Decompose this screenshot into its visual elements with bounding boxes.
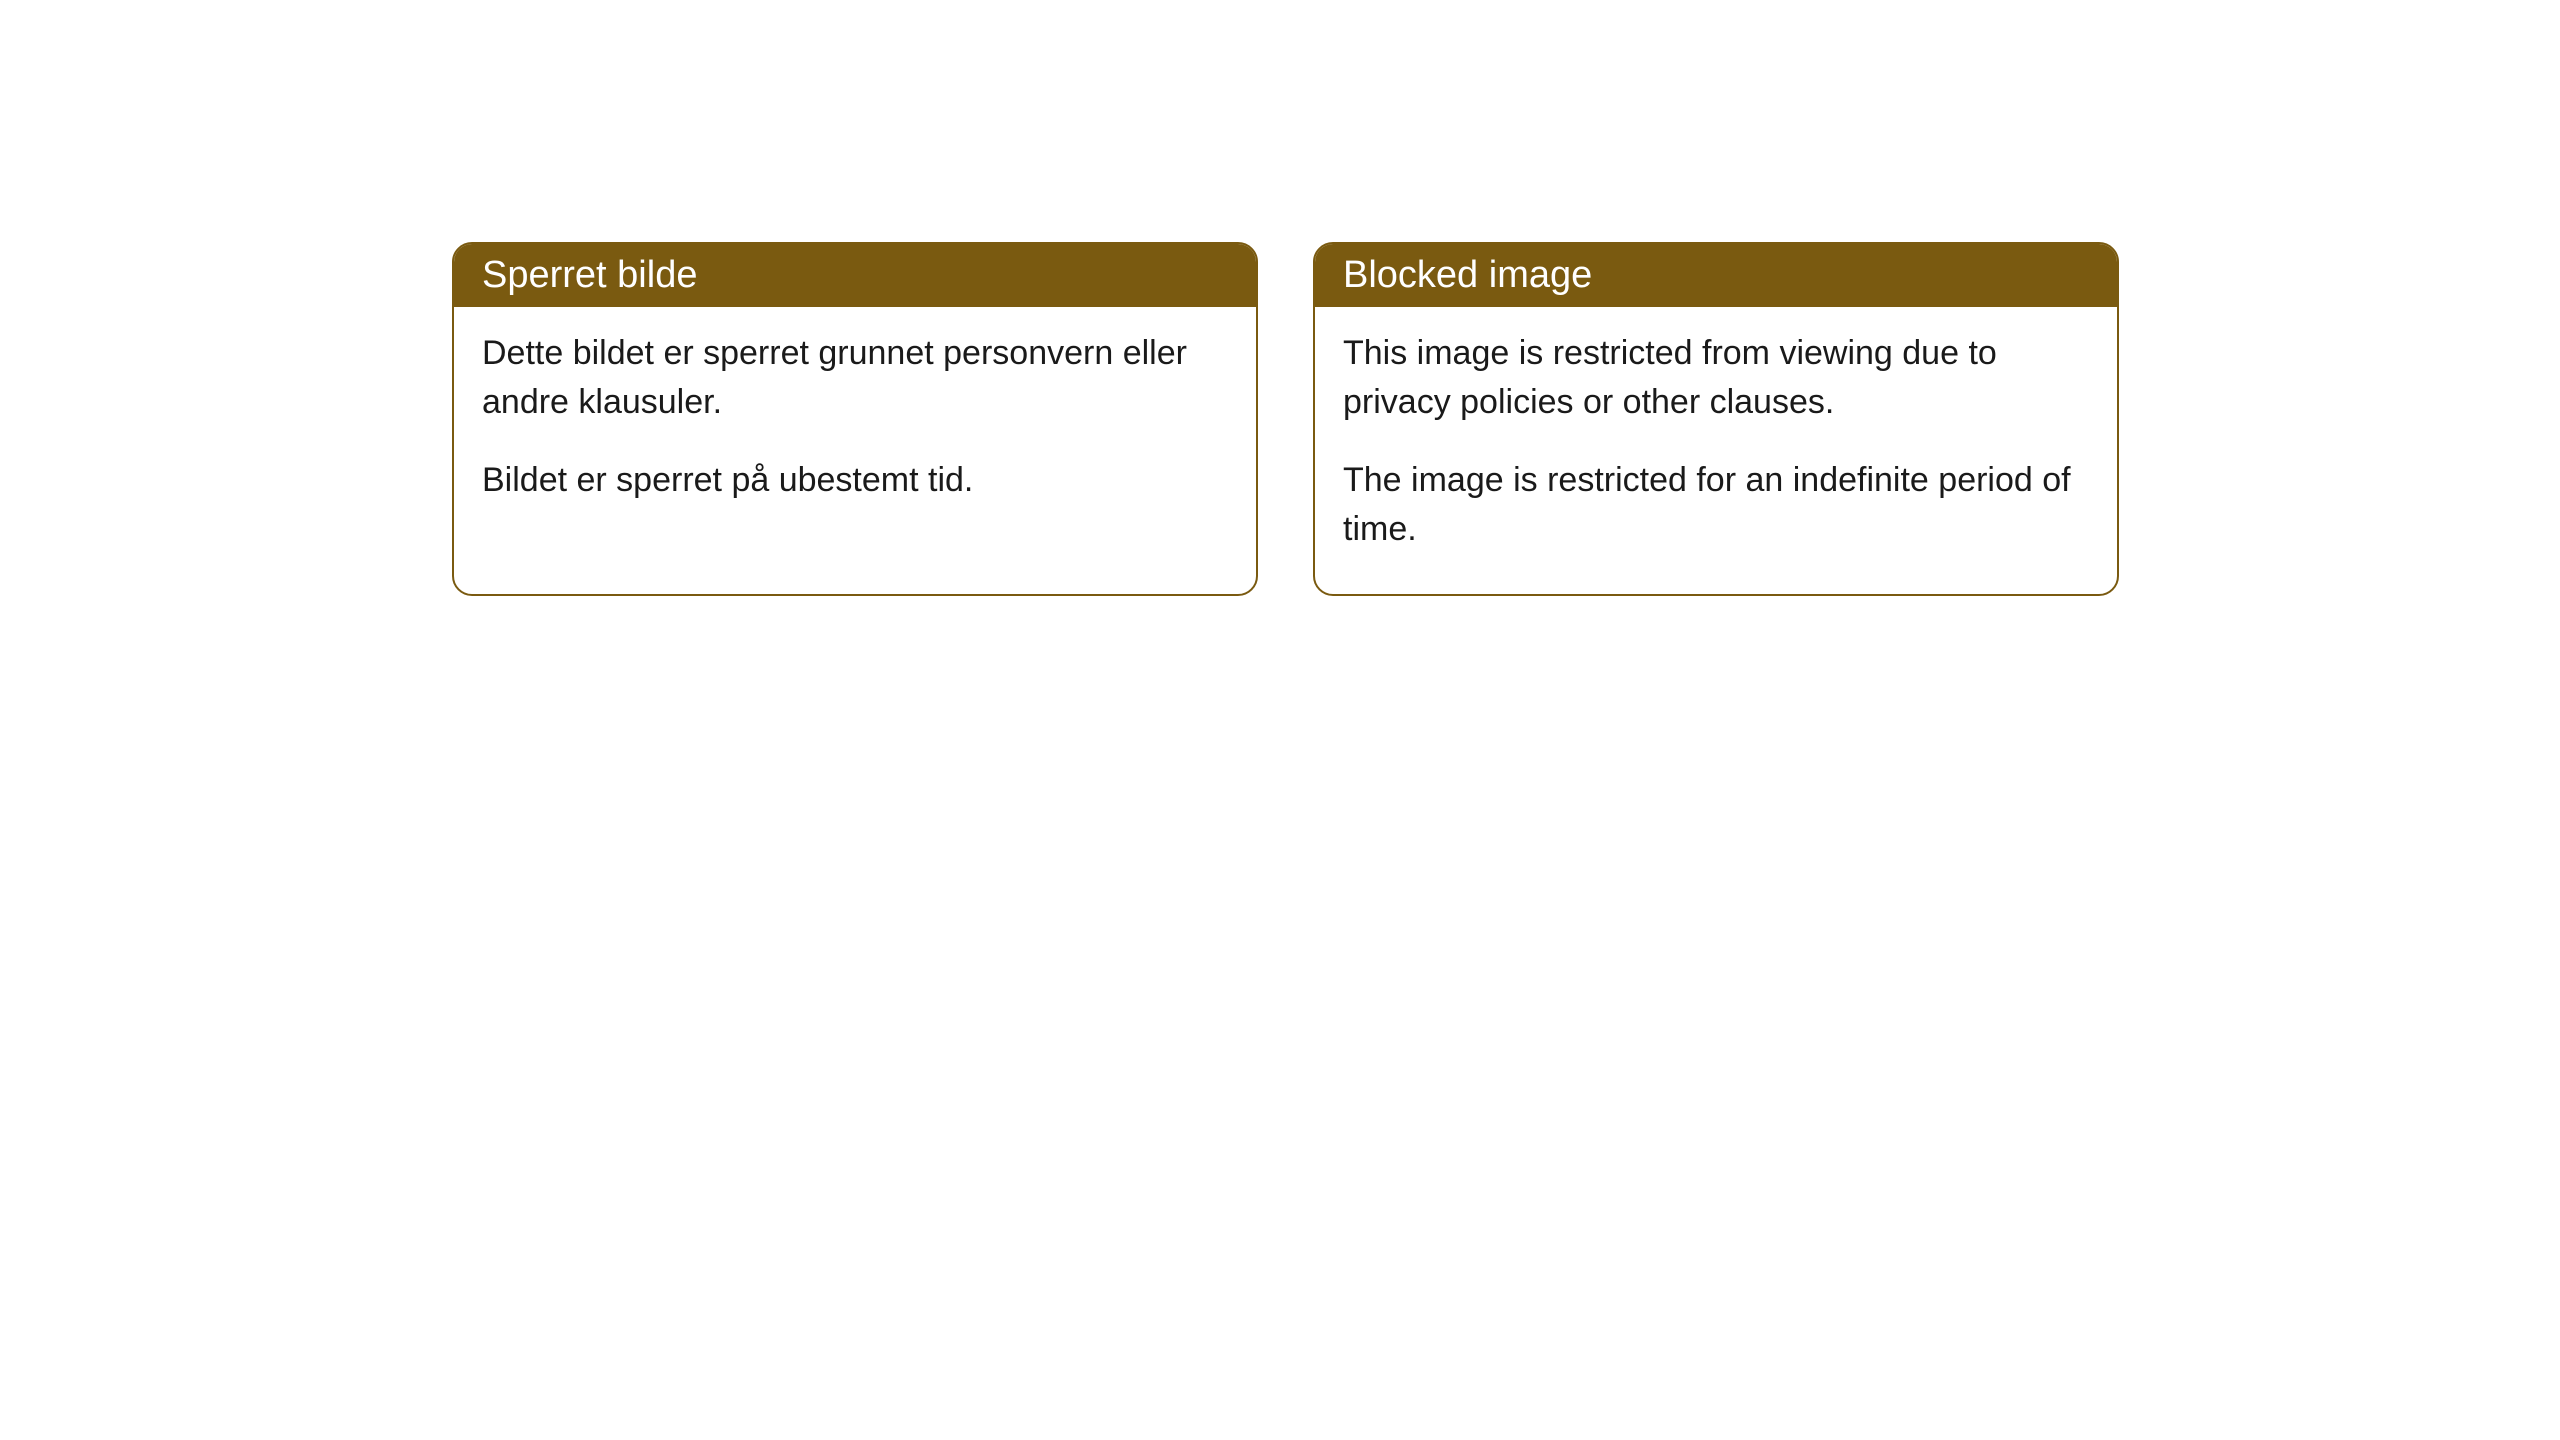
card-header: Blocked image xyxy=(1315,244,2117,307)
card-paragraph-2: The image is restricted for an indefinit… xyxy=(1343,456,2089,555)
card-paragraph-1: This image is restricted from viewing du… xyxy=(1343,329,2089,428)
card-body: Dette bildet er sperret grunnet personve… xyxy=(454,307,1256,545)
card-paragraph-1: Dette bildet er sperret grunnet personve… xyxy=(482,329,1228,428)
notice-cards-container: Sperret bilde Dette bildet er sperret gr… xyxy=(0,0,2560,596)
notice-card-norwegian: Sperret bilde Dette bildet er sperret gr… xyxy=(452,242,1258,596)
card-paragraph-2: Bildet er sperret på ubestemt tid. xyxy=(482,456,1228,505)
card-title: Sperret bilde xyxy=(482,254,697,296)
card-title: Blocked image xyxy=(1343,254,1592,296)
card-body: This image is restricted from viewing du… xyxy=(1315,307,2117,594)
card-header: Sperret bilde xyxy=(454,244,1256,307)
notice-card-english: Blocked image This image is restricted f… xyxy=(1313,242,2119,596)
